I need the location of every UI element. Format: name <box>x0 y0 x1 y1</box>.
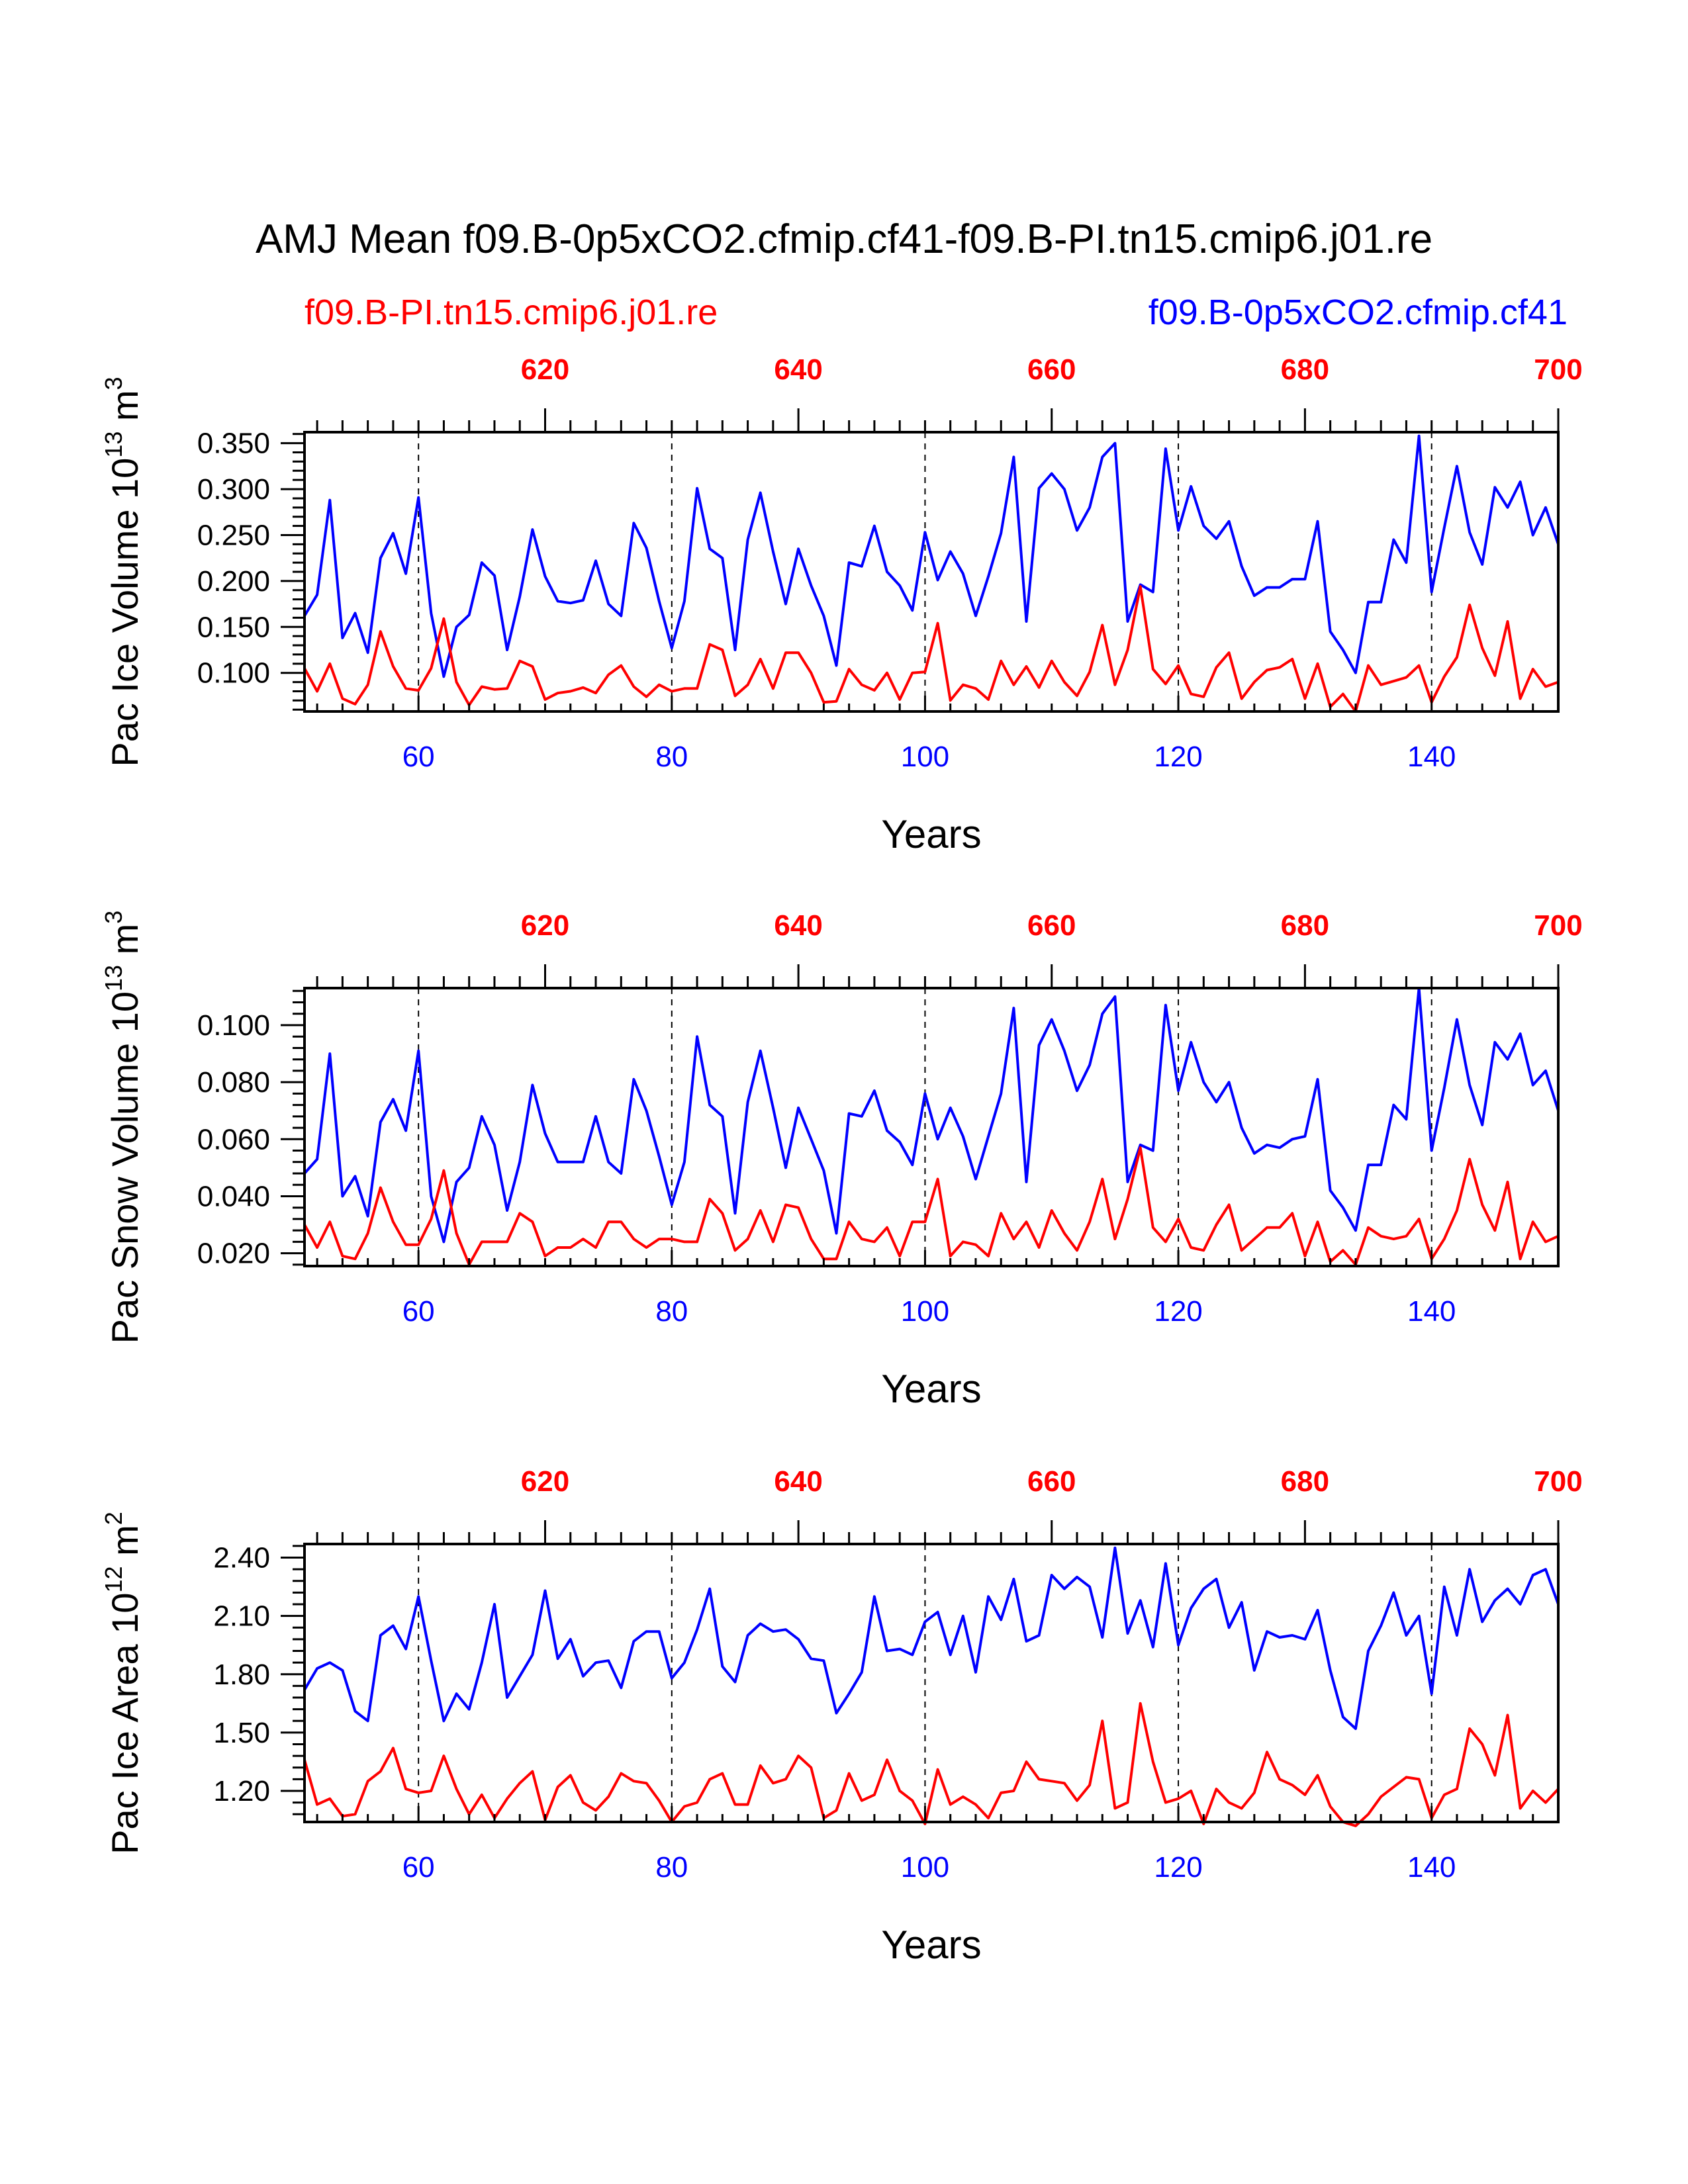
plot-frame <box>303 987 1560 1267</box>
y-axis-title-part: Pac Snow Volume 10 <box>104 991 146 1343</box>
y-axis-title-part: m <box>104 924 146 965</box>
x-tick-label-top: 620 <box>521 1465 569 1498</box>
ice-area-panel: 60 80 100 120 140 620 640 660 680 700 1.20 1.50 1.80… <box>100 1465 1583 1967</box>
x-tick-label-bottom: 60 <box>402 1851 435 1884</box>
plot-frame <box>303 1543 1560 1823</box>
x-tick-label-bottom: 120 <box>1154 741 1202 773</box>
x-tick-label-bottom: 100 <box>901 1851 949 1884</box>
y-axis-title: Pac Ice Volume 1013 m3 <box>100 377 146 766</box>
x-tick-label-top: 620 <box>521 909 569 942</box>
y-tick-label: 0.250 <box>197 519 270 551</box>
x-tick-label-bottom: 60 <box>402 741 435 773</box>
y-tick-label: 0.150 <box>197 611 270 643</box>
y-axis-title-part: m <box>104 390 146 431</box>
series-line-cf41 <box>303 1546 1560 1730</box>
y-tick-label: 1.20 <box>213 1775 270 1807</box>
y-tick-label: 1.80 <box>213 1659 270 1691</box>
y-axis-title: Pac Ice Area 1012 m2 <box>100 1512 146 1854</box>
x-tick-label-top: 640 <box>774 1465 822 1498</box>
x-tick-label-bottom: 120 <box>1154 1295 1202 1328</box>
y-tick-label: 0.300 <box>197 473 270 506</box>
x-tick-label-bottom: 60 <box>402 1295 435 1328</box>
y-axis-title-superscript: 13 <box>100 432 127 458</box>
x-tick-label-bottom: 80 <box>655 1851 688 1884</box>
legend-label-red: f09.B-PI.tn15.cmip6.j01.re <box>305 293 718 332</box>
y-axis-title-superscript: 12 <box>100 1566 127 1592</box>
x-axis-title: Years <box>881 1367 981 1411</box>
x-tick-label-bottom: 80 <box>655 1295 688 1328</box>
y-tick-label: 0.100 <box>197 657 270 690</box>
x-tick-label-bottom: 80 <box>655 741 688 773</box>
y-axis-title: Pac Snow Volume 1013 m3 <box>100 911 146 1344</box>
y-tick-label: 1.50 <box>213 1717 270 1749</box>
y-tick-label: 0.040 <box>197 1180 270 1212</box>
y-tick-label: 0.350 <box>197 428 270 460</box>
y-tick-label: 0.020 <box>197 1238 270 1270</box>
x-tick-label-top: 700 <box>1534 1465 1582 1498</box>
x-tick-label-top: 660 <box>1027 909 1076 942</box>
x-tick-label-top: 700 <box>1534 353 1582 386</box>
y-axis-title-part: Pac Ice Volume 10 <box>104 458 146 767</box>
x-tick-label-bottom: 140 <box>1407 1851 1456 1884</box>
series-line-pi <box>303 1702 1560 1827</box>
y-axis-title-superscript: 13 <box>100 965 127 991</box>
y-axis-title-superscript: 2 <box>100 1512 127 1525</box>
x-tick-label-top: 640 <box>774 353 822 386</box>
y-tick-label: 2.40 <box>213 1542 270 1574</box>
x-tick-label-top: 680 <box>1281 1465 1329 1498</box>
x-tick-label-bottom: 120 <box>1154 1851 1202 1884</box>
series-line-pi <box>303 585 1559 713</box>
y-axis-title-part: m <box>104 1525 146 1566</box>
y-tick-label: 2.10 <box>213 1600 270 1633</box>
x-axis-title: Years <box>881 1923 981 1967</box>
x-tick-label-top: 680 <box>1281 909 1329 942</box>
y-tick-label: 0.200 <box>197 565 270 598</box>
x-tick-label-bottom: 140 <box>1407 741 1456 773</box>
x-tick-label-top: 700 <box>1534 909 1582 942</box>
x-tick-label-top: 620 <box>521 353 569 386</box>
x-tick-label-top: 660 <box>1027 1465 1076 1498</box>
figure-title: AMJ Mean f09.B-0p5xCO2.cfmip.cf41-f09.B-… <box>256 216 1432 262</box>
y-tick-label: 0.060 <box>197 1123 270 1156</box>
x-tick-label-bottom: 140 <box>1407 1295 1456 1328</box>
x-tick-label-top: 640 <box>774 909 822 942</box>
series-line-cf41 <box>303 434 1560 678</box>
legend-label-blue: f09.B-0p5xCO2.cfmip.cf41 <box>1149 293 1568 332</box>
y-tick-label: 0.100 <box>197 1009 270 1042</box>
y-axis-title-superscript: 3 <box>100 377 127 390</box>
x-tick-label-bottom: 100 <box>901 741 949 773</box>
y-axis-title-part: Pac Ice Area 10 <box>104 1592 146 1854</box>
x-tick-label-top: 660 <box>1027 353 1076 386</box>
x-tick-label-top: 680 <box>1281 353 1329 386</box>
ice-volume-panel: 60 80 100 120 140 620 640 660 680 700 0.100 0.150 0.… <box>100 353 1583 856</box>
series-line-pi <box>303 1146 1559 1266</box>
x-tick-label-bottom: 100 <box>901 1295 949 1328</box>
x-axis-title: Years <box>881 812 981 856</box>
series-line-cf41 <box>303 987 1560 1244</box>
snow-volume-panel: 60 80 100 120 140 620 640 660 680 700 0.020 0.040 0.… <box>100 909 1583 1411</box>
y-axis-title-superscript: 3 <box>100 911 127 924</box>
y-tick-label: 0.080 <box>197 1066 270 1099</box>
